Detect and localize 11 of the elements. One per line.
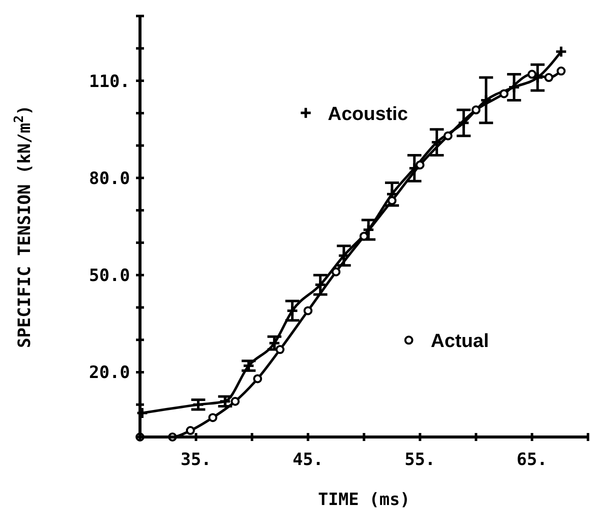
x-axis-title: TIME (ms) xyxy=(318,490,410,510)
legend-label: Acoustic xyxy=(328,104,408,125)
x-tick-label: 35. xyxy=(180,450,212,470)
x-tick-label: 55. xyxy=(404,450,436,470)
y-tick-label: 50.0 xyxy=(89,266,130,286)
y-tick-label: 80.0 xyxy=(89,168,130,189)
y-tick-label: 110. xyxy=(89,72,130,92)
x-tick-label: 65. xyxy=(516,450,548,470)
x-tick-label: 45. xyxy=(292,450,324,470)
y-tick-label: 20.0 xyxy=(89,363,130,384)
legend-label: Actual xyxy=(430,331,489,352)
